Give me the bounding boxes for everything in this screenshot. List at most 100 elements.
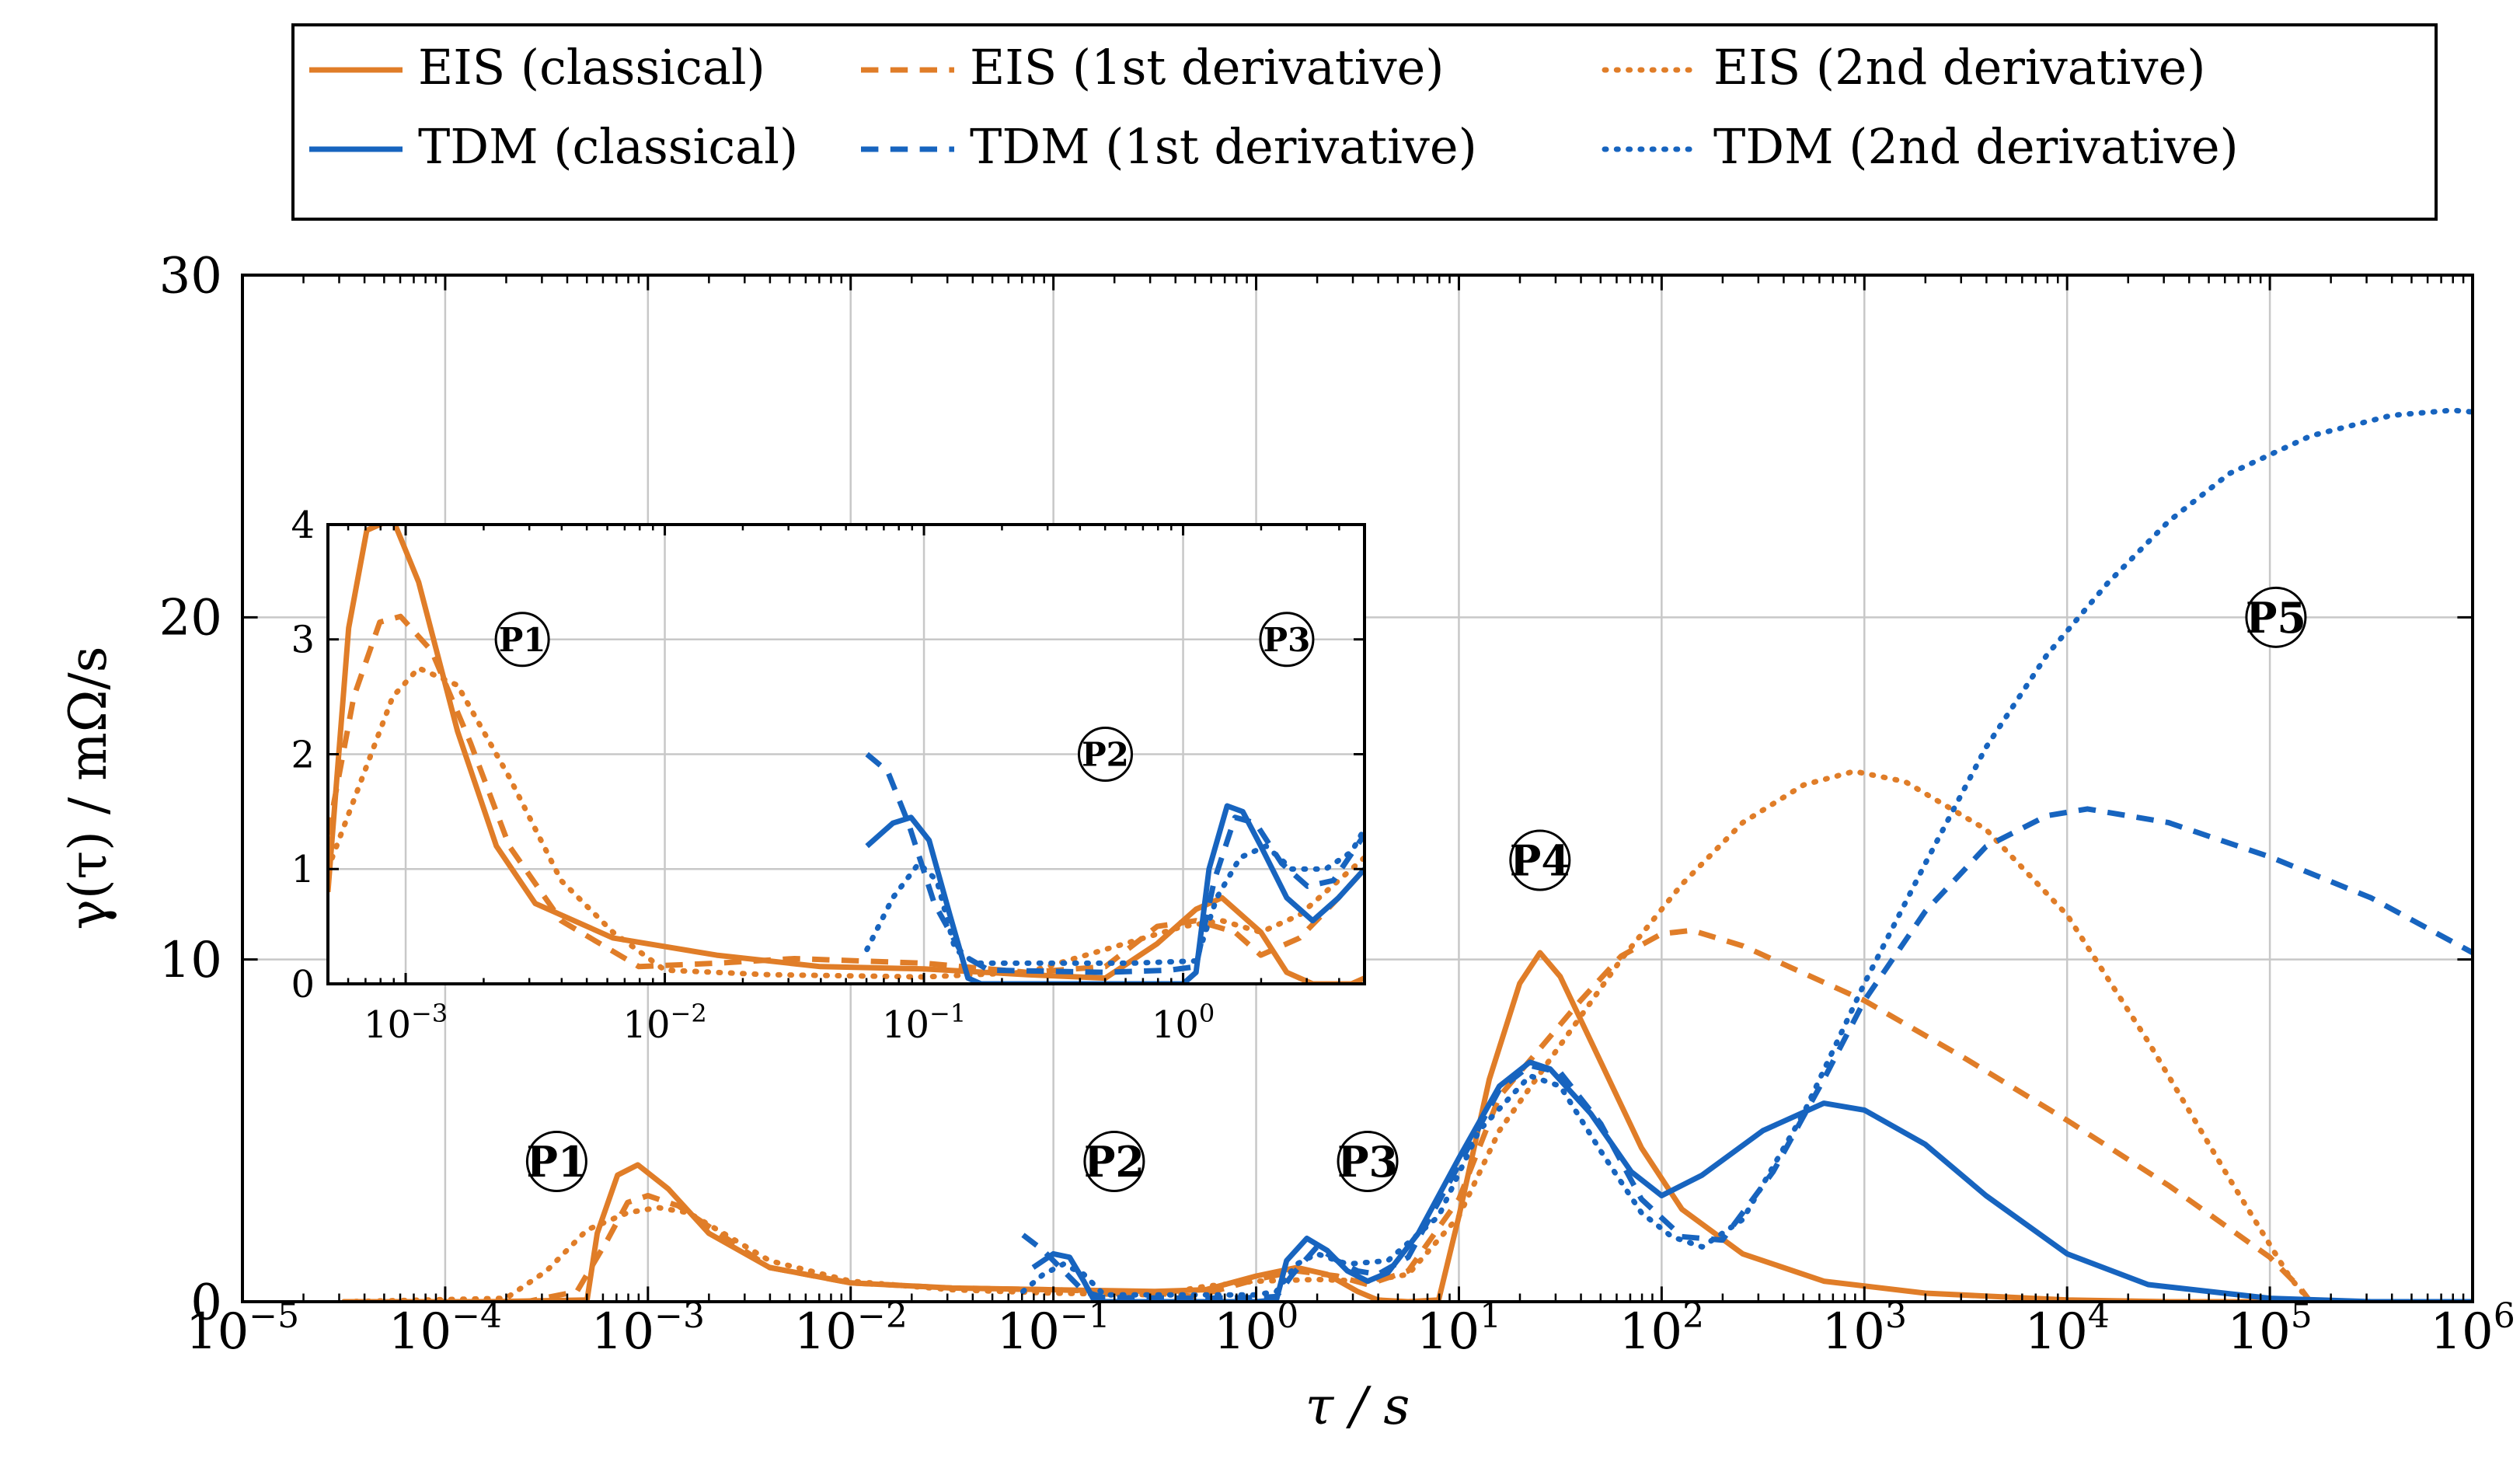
peak-text: P2 [1084, 1137, 1145, 1187]
series-line-tdm-1st-derivative [1021, 806, 2473, 1302]
x-tick-label: 10−5 [186, 1296, 299, 1361]
peak-text: P1 [499, 621, 546, 659]
peak-label-p3: P3 [1337, 1130, 1399, 1192]
y-tick-label: 10 [159, 932, 222, 989]
main-ticks: 10−5 10−4 10−3 10−2 10−1 100 101 102 103 104 105 10… [159, 247, 2515, 1361]
x-tick-label: 10−4 [389, 1296, 502, 1361]
peak-circle [1509, 829, 1571, 891]
x-tick-exponent: 0 [1277, 1296, 1298, 1336]
x-tick-exponent: 1 [1480, 1296, 1501, 1336]
peak-text: P4 [1510, 835, 1570, 885]
peak-label-p5: P5 [2245, 586, 2307, 648]
legend-entry-eis-1st-derivative: EIS (1st derivative) [861, 39, 1445, 96]
legend-entry-eis-2nd-derivative: EIS (2nd derivative) [1602, 39, 2205, 96]
peak-circle [1259, 612, 1315, 668]
inset-peak-labels: P1 P2 P3 [494, 612, 1315, 782]
x-tick-base: 10 [2227, 1303, 2290, 1361]
main-series-group [341, 407, 2473, 1302]
legend-label: EIS (2nd derivative) [1713, 39, 2205, 96]
peak-label-p2: P2 [1078, 727, 1133, 782]
x-tick-base: 10 [622, 1003, 670, 1047]
legend-entry-tdm-1st-derivative: TDM (1st derivative) [861, 118, 1477, 175]
peak-circle [1083, 1130, 1145, 1192]
inset-series-group [328, 525, 1365, 984]
legend-entry-tdm-2nd-derivative: TDM (2nd derivative) [1602, 118, 2239, 175]
x-tick-base: 10 [1152, 1003, 1199, 1047]
x-tick-exponent: −4 [451, 1296, 502, 1336]
peak-label-p3: P3 [1259, 612, 1315, 668]
peak-label-p4: P4 [1509, 829, 1571, 891]
x-tick-base: 10 [186, 1303, 249, 1361]
series-line-eis-classical [343, 950, 2473, 1302]
x-tick-base: 10 [364, 1003, 411, 1047]
x-tick-label: 100 [1214, 1296, 1298, 1361]
legend-label: EIS (1st derivative) [970, 39, 1445, 96]
x-tick-base: 10 [996, 1303, 1059, 1361]
legend [291, 23, 2438, 221]
y-tick-label: 0 [190, 1274, 222, 1331]
series-line-eis-1st-derivative [328, 613, 1365, 975]
peak-circle [525, 1130, 587, 1192]
x-tick-label: 10−1 [882, 999, 966, 1047]
legend-label: TDM (classical) [418, 118, 798, 175]
x-tick-base: 10 [882, 1003, 929, 1047]
x-axis-label: τ / s [1305, 1376, 1410, 1436]
x-tick-label: 103 [1822, 1296, 1907, 1361]
x-tick-exponent: 6 [2494, 1296, 2515, 1336]
peak-label-p1: P1 [525, 1130, 587, 1192]
x-tick-exponent: 4 [2088, 1296, 2110, 1336]
legend-label: EIS (classical) [418, 39, 765, 96]
y-tick-label: 1 [291, 848, 315, 891]
peak-circle [494, 612, 550, 668]
series-line-tdm-2nd-derivative [1020, 407, 2473, 1298]
peak-text: P3 [1337, 1137, 1398, 1187]
x-tick-exponent: 3 [1885, 1296, 1907, 1336]
x-tick-base: 10 [1822, 1303, 1885, 1361]
x-tick-label: 10−3 [591, 1296, 705, 1361]
x-tick-exponent: 0 [1199, 999, 1215, 1028]
x-tick-exponent: −3 [654, 1296, 705, 1336]
x-tick-base: 10 [1619, 1303, 1682, 1361]
x-tick-base: 10 [2430, 1303, 2493, 1361]
legend-label: TDM (1st derivative) [970, 118, 1477, 175]
main-peak-labels: P1 P2 P3 P4 P5 [525, 586, 2307, 1192]
peak-label-p2: P2 [1083, 1130, 1145, 1192]
x-tick-label: 10−3 [364, 999, 448, 1047]
peak-circle [2245, 586, 2307, 648]
series-line-tdm-2nd-derivative [864, 826, 1365, 966]
x-tick-label: 106 [2430, 1296, 2515, 1361]
x-tick-label: 100 [1152, 999, 1215, 1047]
y-tick-label: 30 [159, 247, 222, 305]
y-axis-label: γ(τ) / mΩ/s [58, 646, 118, 929]
legend-entry-eis-classical: EIS (classical) [309, 39, 765, 96]
x-tick-label: 10−2 [794, 1296, 908, 1361]
x-tick-base: 10 [389, 1303, 451, 1361]
x-tick-base: 10 [2024, 1303, 2087, 1361]
series-line-eis-2nd-derivative [328, 665, 1365, 980]
peak-circle [1337, 1130, 1399, 1192]
peak-text: P3 [1263, 621, 1311, 659]
x-tick-label: 105 [2227, 1296, 2312, 1361]
series-line-tdm-1st-derivative [865, 751, 1365, 975]
peak-text: P2 [1082, 736, 1129, 774]
peak-label-p1: P1 [494, 612, 550, 668]
peak-circle [1078, 727, 1133, 782]
main-plot-frame [241, 274, 2474, 1303]
x-tick-label: 104 [2024, 1296, 2109, 1361]
x-tick-label: 10−1 [996, 1296, 1110, 1361]
x-tick-base: 10 [1214, 1303, 1277, 1361]
x-tick-base: 10 [794, 1303, 857, 1361]
x-tick-exponent: 5 [2291, 1296, 2313, 1336]
y-tick-label: 20 [159, 590, 222, 647]
legend-entry-tdm-classical: TDM (classical) [309, 118, 798, 175]
x-tick-exponent: 2 [1682, 1296, 1704, 1336]
x-tick-label: 10−2 [622, 999, 706, 1047]
y-tick-label: 2 [291, 733, 315, 776]
x-tick-base: 10 [591, 1303, 654, 1361]
x-tick-exponent: −2 [671, 999, 707, 1028]
legend-entries: EIS (classical) EIS (1st derivative) EIS (… [309, 39, 2239, 175]
x-tick-base: 10 [1417, 1303, 1480, 1361]
